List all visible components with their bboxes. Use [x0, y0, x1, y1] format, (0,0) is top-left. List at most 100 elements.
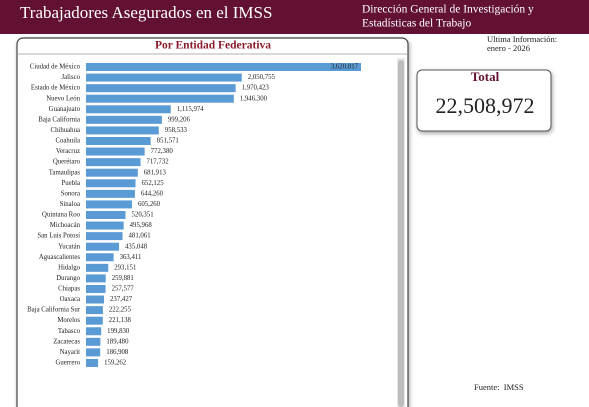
category-label: Puebla: [62, 180, 81, 187]
value-label: 222,255: [109, 307, 132, 314]
category-label: Tamaulipas: [49, 169, 81, 176]
value-label: 257,577: [112, 286, 135, 293]
category-label: Ciudad de México: [30, 64, 81, 71]
category-label: Chiapas: [58, 286, 80, 293]
header-department: Dirección General de Investigación y: [362, 4, 534, 16]
value-label: 199,830: [107, 328, 130, 335]
bar: [86, 179, 136, 188]
bar: [86, 274, 106, 283]
value-label: 520,351: [132, 212, 154, 219]
bar: [86, 126, 159, 135]
value-label: 652,125: [142, 180, 165, 187]
category-label: Guanajuato: [49, 106, 81, 113]
bar: [86, 168, 138, 177]
bar: [86, 242, 120, 251]
bar: [86, 147, 145, 156]
bar: [86, 337, 101, 346]
value-label: 186,908: [106, 349, 129, 356]
header-department: Estadísticas del Trabajo: [362, 18, 471, 30]
bar: [86, 63, 361, 71]
category-label: Jalisco: [62, 74, 81, 81]
category-label: Aguascalientes: [39, 254, 80, 261]
value-label: 2,050,755: [248, 74, 276, 81]
category-label: Morelos: [57, 317, 80, 324]
bar: [86, 232, 123, 241]
bar: [86, 158, 141, 167]
bar: [86, 189, 135, 198]
value-label: 717,732: [147, 159, 170, 166]
source: Fuente: IMSS: [474, 382, 524, 392]
value-label: 435,048: [125, 243, 148, 250]
value-label: 363,411: [120, 254, 142, 261]
value-label: 605,260: [138, 201, 161, 208]
value-label: 644,260: [141, 190, 164, 197]
category-label: Guerrero: [55, 360, 80, 367]
value-label: 221,138: [109, 317, 132, 324]
value-label: 1,970,423: [242, 85, 270, 92]
category-label: Estado de México: [31, 85, 81, 92]
value-label: 189,480: [106, 338, 129, 345]
total-card: [416, 69, 552, 132]
bar: [86, 73, 242, 82]
bar: [86, 295, 105, 304]
value-label: 237,427: [110, 296, 133, 303]
bar: [86, 306, 103, 315]
bar: [86, 136, 151, 145]
category-label: Sonora: [61, 190, 80, 197]
category-label: Quintana Roo: [42, 212, 81, 219]
category-label: Nayarit: [60, 349, 80, 356]
bar: [86, 253, 114, 262]
value-label: 293,151: [114, 264, 136, 271]
category-label: Zacatecas: [53, 338, 80, 345]
bar: [86, 94, 234, 103]
bar: [86, 327, 102, 336]
value-label: 259,881: [112, 275, 134, 282]
category-label: Sinaloa: [60, 201, 80, 208]
category-label: Durango: [56, 275, 80, 282]
category-label: Querétaro: [53, 159, 81, 166]
bar: [86, 284, 106, 293]
info-label: Ultima Información:: [487, 34, 557, 44]
category-label: Baja California: [38, 116, 80, 123]
category-label: Chihuahua: [51, 127, 80, 134]
bar: [86, 316, 103, 325]
bar: [86, 263, 109, 272]
bar: [86, 358, 99, 367]
value-label: 495,968: [130, 222, 153, 229]
category-label: Baja California Sur: [27, 307, 81, 314]
category-label: Oaxaca: [60, 296, 80, 303]
category-label: San Luis Potosí: [37, 233, 80, 240]
category-label: Veracruz: [56, 148, 80, 155]
bar: [86, 115, 162, 124]
value-label: 1,946,300: [240, 95, 268, 102]
value-label: 481,061: [129, 233, 151, 240]
category-label: Michoacán: [50, 222, 81, 229]
value-label: 772,380: [151, 148, 174, 155]
value-label: 159,262: [104, 360, 127, 367]
bar: [86, 348, 101, 357]
value-label: 851,571: [157, 138, 179, 145]
bar: [86, 200, 132, 209]
category-label: Tabasco: [58, 328, 81, 335]
scrollbar-thumb[interactable]: [398, 60, 404, 407]
bar: [86, 210, 126, 219]
total-label: Total: [471, 69, 500, 84]
value-label: 681,913: [144, 169, 167, 176]
category-label: Coahuila: [55, 138, 80, 145]
category-label: Yucatán: [58, 243, 80, 250]
header-title: Trabajadores Asegurados en el IMSS: [20, 3, 272, 22]
info-date: enero - 2026: [487, 43, 530, 53]
value-label: 958,533: [165, 127, 188, 134]
header-band: [0, 0, 589, 34]
bar: [86, 84, 236, 93]
value-label: 999,206: [168, 116, 191, 123]
bar: [86, 105, 171, 114]
chart-title: Por Entidad Federativa: [155, 40, 271, 52]
value-label: 3,620,817: [331, 64, 359, 71]
category-label: Hidalgo: [58, 264, 80, 271]
bar: [86, 221, 124, 230]
value-label: 1,115,974: [177, 106, 205, 113]
total-value: 22,508,972: [436, 93, 535, 118]
